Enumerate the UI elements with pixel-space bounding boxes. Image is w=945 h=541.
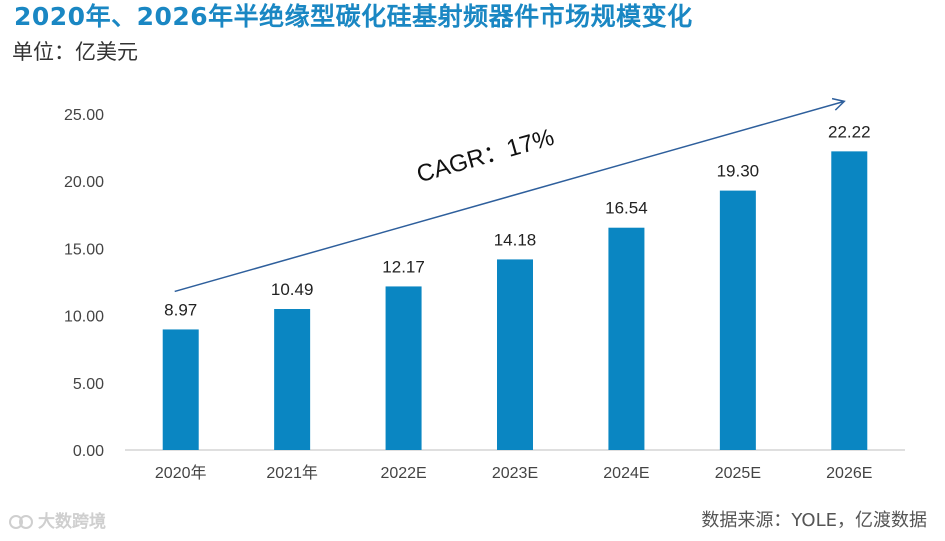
y-tick-label: 20.00 [64, 174, 104, 191]
watermark: 大数跨境 [8, 508, 106, 536]
bar-chart: 0.00 5.00 10.00 15.00 20.00 25.00 8.97 10.49 12… [64, 97, 905, 482]
data-label: 14.18 [494, 230, 537, 249]
data-label: 16.54 [605, 199, 648, 218]
bar [162, 329, 199, 450]
x-tick-label: 2025E [715, 465, 761, 482]
y-tick-label: 0.00 [73, 443, 104, 460]
y-tick-label: 10.00 [64, 309, 104, 326]
watermark-logo-icon [9, 515, 33, 529]
bars-group [162, 151, 868, 450]
unit-label: 单位：亿美元 [12, 40, 138, 64]
x-axis-ticks: 2020年 2021年 2022E 2023E 2024E 2025E 2026E [155, 464, 873, 482]
chart-title: 2020年、2026年半绝缘型碳化硅基射频器件市场规模变化 [14, 2, 693, 31]
y-tick-label: 15.00 [64, 241, 104, 258]
y-axis-ticks: 0.00 5.00 10.00 15.00 20.00 25.00 [64, 107, 104, 460]
bar [274, 309, 311, 450]
data-label: 12.17 [382, 257, 425, 276]
y-tick-label: 25.00 [64, 107, 104, 124]
cagr-trend-arrow [174, 97, 846, 293]
bar [497, 259, 533, 450]
data-label: 19.30 [717, 162, 760, 181]
data-label: 10.49 [271, 280, 314, 299]
bar [608, 227, 645, 450]
data-labels-group: 8.97 10.49 12.17 14.18 16.54 19.30 22.22 [164, 122, 870, 319]
data-label: 22.22 [828, 122, 871, 141]
bar [385, 286, 422, 450]
source-note: 数据来源：YOLE，亿渡数据 [701, 510, 927, 531]
cagr-annotation: CAGR：17% [414, 124, 557, 189]
x-tick-label: 2021年 [266, 464, 318, 482]
x-tick-label: 2020年 [155, 464, 207, 482]
x-tick-label: 2026E [826, 465, 872, 482]
watermark-text: 大数跨境 [38, 512, 106, 532]
y-tick-label: 5.00 [73, 376, 104, 393]
x-tick-label: 2023E [492, 465, 538, 482]
x-tick-label: 2024E [603, 465, 649, 482]
x-tick-label: 2022E [380, 465, 426, 482]
data-label: 8.97 [164, 300, 197, 319]
bar [831, 151, 868, 450]
bar [719, 190, 756, 450]
